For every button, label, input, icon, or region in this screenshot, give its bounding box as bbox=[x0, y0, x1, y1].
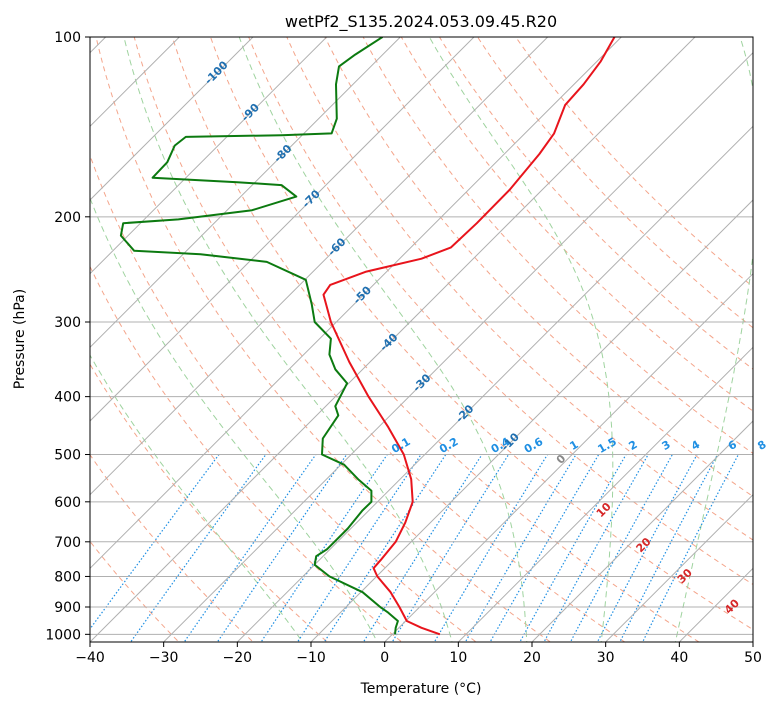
y-tick-label: 100 bbox=[54, 30, 81, 46]
y-tick-label: 900 bbox=[54, 600, 81, 616]
y-tick-label: 400 bbox=[54, 390, 81, 406]
x-tick-label: 0 bbox=[380, 650, 389, 666]
y-tick-label: 200 bbox=[54, 210, 81, 226]
x-axis-label: Temperature (°C) bbox=[360, 681, 482, 697]
x-tick-label: 30 bbox=[597, 650, 615, 666]
y-tick-label: 600 bbox=[54, 495, 81, 511]
x-tick-label: 40 bbox=[670, 650, 688, 666]
y-tick-label: 800 bbox=[54, 569, 81, 585]
x-tick-label: −20 bbox=[223, 650, 253, 666]
y-tick-label: 1000 bbox=[45, 627, 81, 643]
x-tick-label: 20 bbox=[523, 650, 541, 666]
chart-title: wetPf2_S135.2024.053.09.45.R20 bbox=[285, 12, 557, 32]
x-tick-label: −40 bbox=[75, 650, 105, 666]
x-tick-label: −10 bbox=[296, 650, 326, 666]
x-tick-label: −30 bbox=[149, 650, 179, 666]
y-tick-label: 700 bbox=[54, 535, 81, 551]
y-tick-label: 300 bbox=[54, 315, 81, 331]
y-tick-label: 500 bbox=[54, 448, 81, 464]
x-tick-label: 50 bbox=[744, 650, 762, 666]
y-axis-label: Pressure (hPa) bbox=[12, 289, 28, 389]
x-tick-label: 10 bbox=[449, 650, 467, 666]
